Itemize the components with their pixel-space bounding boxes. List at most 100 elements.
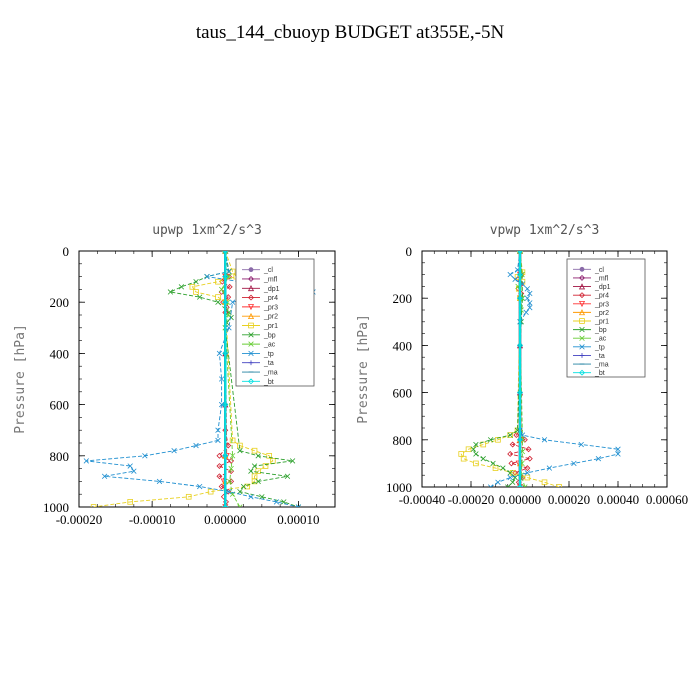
point-ac bbox=[229, 453, 236, 459]
panel-title: vpwp 1xm^2/s^3 bbox=[490, 223, 600, 238]
point-tp bbox=[226, 325, 232, 331]
point-tp bbox=[218, 401, 225, 408]
legend-label-ac: _ac bbox=[263, 342, 276, 349]
x-tick-label: 0.00060 bbox=[646, 492, 688, 507]
x-tick-label: -0.00040 bbox=[399, 492, 446, 507]
legend-label-pr1: _pr1 bbox=[263, 323, 278, 330]
point-pr4 bbox=[526, 455, 533, 462]
point-tp bbox=[273, 499, 280, 505]
legend-label-tp: _tp bbox=[594, 344, 605, 351]
point-tp bbox=[171, 447, 177, 454]
point-pr1 bbox=[185, 493, 192, 500]
legend-label-pr3: _pr3 bbox=[594, 301, 609, 308]
point-tp bbox=[507, 271, 513, 278]
point-pr1 bbox=[515, 285, 522, 292]
y-tick-label: 800 bbox=[393, 433, 413, 448]
point-bp bbox=[237, 488, 243, 495]
point-tp bbox=[218, 376, 225, 382]
point-bt bbox=[517, 342, 523, 349]
point-bt bbox=[517, 389, 523, 396]
y-axis-title: Pressure [hPa] bbox=[356, 314, 371, 424]
point-tp bbox=[215, 437, 221, 444]
point-tp bbox=[127, 463, 133, 469]
legend-label-pr1: _pr1 bbox=[594, 319, 609, 326]
point-bp bbox=[193, 279, 199, 285]
point-bp bbox=[480, 455, 486, 462]
x-tick-label: -0.00020 bbox=[448, 492, 495, 507]
point-bp bbox=[509, 479, 516, 485]
point-tp bbox=[527, 290, 533, 297]
series-group bbox=[83, 251, 316, 507]
point-tp bbox=[142, 453, 148, 459]
y-tick-label: 800 bbox=[50, 449, 70, 464]
point-bp bbox=[507, 432, 513, 438]
point-pr4 bbox=[513, 432, 520, 439]
point-pr4 bbox=[216, 463, 223, 470]
y-axis-title: Pressure [hPa] bbox=[13, 324, 28, 434]
point-pr1 bbox=[460, 455, 467, 462]
legend-label-ma: _ma bbox=[263, 370, 278, 377]
x-tick-label: 0.00020 bbox=[548, 492, 590, 507]
legend-box bbox=[235, 258, 315, 387]
point-dp1 bbox=[578, 283, 586, 290]
point-bt bbox=[222, 251, 229, 254]
point-bp bbox=[487, 437, 494, 443]
point-tp bbox=[578, 441, 584, 448]
point-pr4 bbox=[579, 292, 585, 299]
series-line-pr1 bbox=[460, 251, 560, 487]
point-ac bbox=[225, 312, 231, 318]
legend-label-ac: _ac bbox=[594, 336, 607, 343]
point-tp bbox=[229, 299, 236, 305]
point-tp bbox=[156, 478, 163, 485]
legend-label-ta: _ta bbox=[263, 360, 274, 367]
point-tp bbox=[101, 473, 108, 479]
point-bp bbox=[284, 473, 291, 479]
point-pr1 bbox=[244, 483, 251, 490]
legend-label-cl: _cl bbox=[263, 267, 273, 274]
point-bp bbox=[579, 326, 585, 333]
y-tick-label: 400 bbox=[393, 338, 413, 353]
point-tp bbox=[248, 350, 254, 357]
point-pr1 bbox=[127, 499, 134, 505]
point-pr1 bbox=[579, 318, 585, 324]
legend-label-ma: _ma bbox=[594, 362, 609, 369]
point-pr1 bbox=[255, 468, 262, 474]
point-bp bbox=[289, 458, 296, 464]
y-tick-label: 0 bbox=[63, 244, 70, 259]
point-bp bbox=[167, 289, 174, 295]
point-bp bbox=[259, 494, 265, 500]
y-tick-label: 1000 bbox=[43, 500, 69, 515]
point-bp bbox=[281, 499, 287, 505]
point-pr1 bbox=[229, 437, 236, 444]
point-mfl bbox=[579, 274, 585, 281]
point-pr4 bbox=[524, 465, 531, 472]
point-bp bbox=[470, 446, 477, 452]
point-bp bbox=[240, 483, 247, 490]
point-bp bbox=[197, 294, 203, 300]
point-pr4 bbox=[509, 441, 516, 448]
point-pr4 bbox=[216, 473, 223, 480]
point-bp bbox=[255, 478, 261, 485]
point-bt bbox=[517, 436, 523, 443]
legend-label-mfl: _mfl bbox=[263, 276, 278, 283]
legend: _cl_mfl_dp1_pr4_pr3_pr2_pr1_bp_ac_tp_ta_… bbox=[566, 258, 646, 378]
y-tick-label: 400 bbox=[50, 346, 70, 361]
series-line-bp bbox=[472, 251, 523, 487]
legend: _cl_mfl_dp1_pr4_pr3_pr2_pr1_bp_ac_tp_ta_… bbox=[235, 258, 315, 387]
point-pr1 bbox=[524, 474, 531, 481]
chart-panel-1: -0.00020 -0.00010 0.00000 0.00010 0 200 400 600… bbox=[13, 223, 336, 527]
point-tp bbox=[215, 427, 221, 433]
series-line-pr4 bbox=[218, 251, 233, 507]
legend-label-bt: _bt bbox=[263, 379, 274, 386]
point-tp bbox=[222, 251, 228, 254]
point-tp bbox=[204, 273, 210, 280]
point-pr4 bbox=[507, 450, 514, 457]
point-tp bbox=[579, 344, 585, 350]
legend-label-pr2: _pr2 bbox=[594, 310, 609, 317]
point-pr1 bbox=[215, 294, 221, 300]
point-tp bbox=[615, 446, 621, 452]
y-tick-label: 600 bbox=[50, 398, 70, 413]
legend-label-mfl: _mfl bbox=[594, 275, 609, 282]
point-tp bbox=[226, 268, 232, 275]
